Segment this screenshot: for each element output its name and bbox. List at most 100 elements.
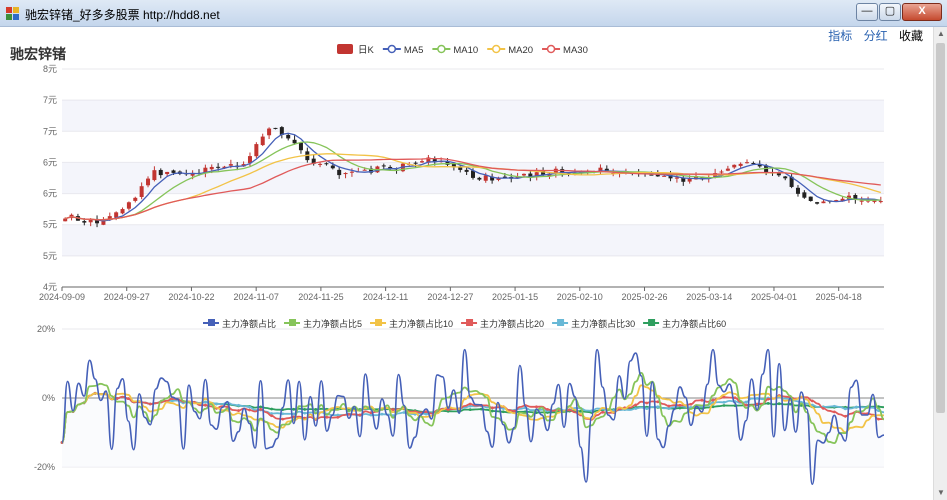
ma-line-30 bbox=[65, 157, 881, 221]
candle bbox=[171, 170, 176, 173]
candle bbox=[719, 171, 724, 173]
fund-line-2 bbox=[61, 384, 885, 444]
fund-point bbox=[546, 407, 549, 411]
ma-line-10 bbox=[65, 141, 881, 221]
fund-point bbox=[744, 400, 748, 404]
legend-label: 主力净额占比20 bbox=[480, 318, 544, 329]
legend-swatch bbox=[375, 319, 383, 326]
fund-point bbox=[645, 407, 649, 411]
fund-point bbox=[226, 405, 229, 409]
fund-point bbox=[855, 405, 858, 409]
candle bbox=[273, 127, 278, 129]
candle bbox=[101, 219, 106, 225]
vertical-scrollbar[interactable]: ▲ ▼ bbox=[933, 27, 947, 500]
candle bbox=[477, 177, 482, 180]
y-tick-label: 7元 bbox=[43, 126, 57, 136]
fund-point bbox=[170, 399, 174, 403]
close-button[interactable]: X bbox=[902, 3, 942, 21]
maximize-button[interactable]: ▢ bbox=[879, 3, 901, 21]
grid-band bbox=[62, 100, 884, 132]
fund-point bbox=[281, 412, 285, 416]
fund-point bbox=[490, 409, 494, 413]
candle bbox=[783, 176, 788, 179]
x-tick-label: 2025-02-26 bbox=[621, 292, 667, 302]
fund-point bbox=[722, 395, 726, 399]
candle bbox=[279, 127, 284, 135]
minimize-button[interactable]: — bbox=[856, 3, 878, 21]
candle bbox=[872, 200, 877, 202]
candle bbox=[764, 165, 769, 173]
candle bbox=[649, 174, 654, 176]
indicator-link[interactable]: 指标 bbox=[828, 29, 853, 43]
fund-point bbox=[667, 406, 671, 410]
fund-point bbox=[512, 409, 516, 413]
y-tick-label: 5元 bbox=[43, 220, 57, 230]
candle bbox=[203, 167, 208, 174]
fund-point bbox=[424, 412, 428, 416]
candle bbox=[859, 200, 864, 202]
candle bbox=[260, 136, 265, 146]
legend-label: MA20 bbox=[508, 45, 533, 56]
candle bbox=[834, 200, 839, 202]
candle bbox=[451, 163, 456, 168]
favorite-link[interactable]: 收藏 bbox=[898, 29, 923, 43]
legend-swatch bbox=[437, 44, 446, 54]
candle bbox=[490, 176, 495, 181]
candle bbox=[298, 142, 303, 151]
candle bbox=[63, 218, 68, 222]
y-tick-label: 6元 bbox=[43, 189, 57, 199]
fund-point bbox=[148, 402, 152, 406]
candle bbox=[598, 167, 603, 173]
candle bbox=[528, 173, 533, 178]
fund-point bbox=[722, 404, 726, 407]
stock-name: 驰宏锌锗 bbox=[10, 46, 66, 62]
fund-point bbox=[678, 406, 682, 410]
y-tick-label: 6元 bbox=[43, 157, 57, 167]
candle bbox=[808, 196, 813, 202]
fund-point bbox=[347, 412, 351, 416]
fund-point bbox=[292, 412, 296, 416]
fund-point bbox=[501, 410, 505, 414]
x-tick-label: 2025-04-18 bbox=[816, 292, 862, 302]
candle bbox=[745, 162, 749, 164]
legend-swatch bbox=[648, 319, 656, 326]
candle bbox=[789, 176, 794, 187]
fund-point bbox=[115, 397, 119, 400]
legend-swatch bbox=[208, 319, 215, 326]
fund-point bbox=[843, 407, 847, 411]
fund-point bbox=[259, 407, 263, 411]
candle bbox=[694, 175, 699, 180]
candle bbox=[655, 174, 660, 177]
scroll-up-icon[interactable]: ▲ bbox=[937, 29, 945, 38]
fund-point bbox=[832, 404, 836, 408]
fund-point bbox=[380, 412, 384, 416]
candle bbox=[381, 165, 386, 167]
x-tick-label: 2024-09-09 bbox=[39, 292, 85, 302]
candle bbox=[815, 202, 820, 204]
scroll-thumb[interactable] bbox=[936, 43, 945, 413]
x-tick-label: 2024-09-27 bbox=[104, 292, 150, 302]
candle bbox=[228, 164, 233, 166]
fund-point bbox=[667, 404, 671, 408]
fund-line-0 bbox=[61, 348, 885, 486]
candle bbox=[840, 198, 845, 202]
candle bbox=[95, 218, 100, 224]
candle bbox=[802, 192, 807, 198]
fund-point bbox=[358, 413, 362, 417]
fund-point bbox=[843, 414, 847, 418]
legend-label: 主力净额占比5 bbox=[303, 318, 362, 329]
fund-point bbox=[777, 402, 781, 406]
grid-band bbox=[62, 224, 884, 256]
fund-point bbox=[446, 408, 450, 411]
legend-label: 主力净额占比10 bbox=[389, 318, 453, 329]
dividend-link[interactable]: 分红 bbox=[863, 29, 888, 43]
candle bbox=[821, 201, 826, 204]
x-tick-label: 2025-01-15 bbox=[492, 292, 538, 302]
title-bar: 驰宏锌锗_好多多股票 http://hdd8.net — ▢ X bbox=[0, 0, 947, 27]
candle bbox=[330, 165, 335, 169]
fund-point bbox=[645, 401, 649, 405]
fund-point bbox=[259, 405, 263, 409]
scroll-down-icon[interactable]: ▼ bbox=[937, 488, 945, 497]
legend-label: 主力净额占比30 bbox=[571, 318, 635, 329]
candle bbox=[496, 177, 501, 180]
